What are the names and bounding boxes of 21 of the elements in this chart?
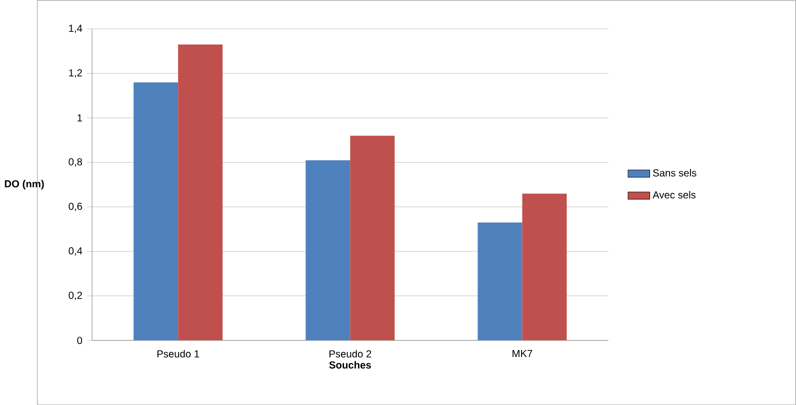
y-tick-label: 1,4 [69, 24, 82, 33]
x-tick-label: Pseudo 1 [157, 350, 200, 358]
x-tick-label: MK7 [512, 350, 532, 357]
bar [178, 44, 223, 340]
bar [478, 222, 522, 340]
y-tick-label: 0,4 [68, 247, 82, 256]
x-tick-label: Pseudo 2 [330, 350, 372, 358]
bar [522, 193, 567, 340]
bar [350, 136, 395, 340]
y-axis-title: DO (nm) [4, 180, 44, 190]
y-tick-label: 0,6 [68, 202, 82, 211]
bar [134, 82, 178, 340]
legend-label: Avec sels [652, 190, 696, 198]
legend-label: Sans sels [653, 168, 696, 176]
y-tick-label: 0,8 [68, 158, 82, 166]
y-tick-label: 0,2 [68, 292, 82, 300]
y-tick-label: 1 [78, 114, 82, 122]
y-tick-label: 1,2 [69, 69, 82, 78]
y-tick-label: 0 [77, 336, 82, 344]
x-axis-title: Souches [329, 360, 371, 368]
bar [306, 160, 350, 340]
